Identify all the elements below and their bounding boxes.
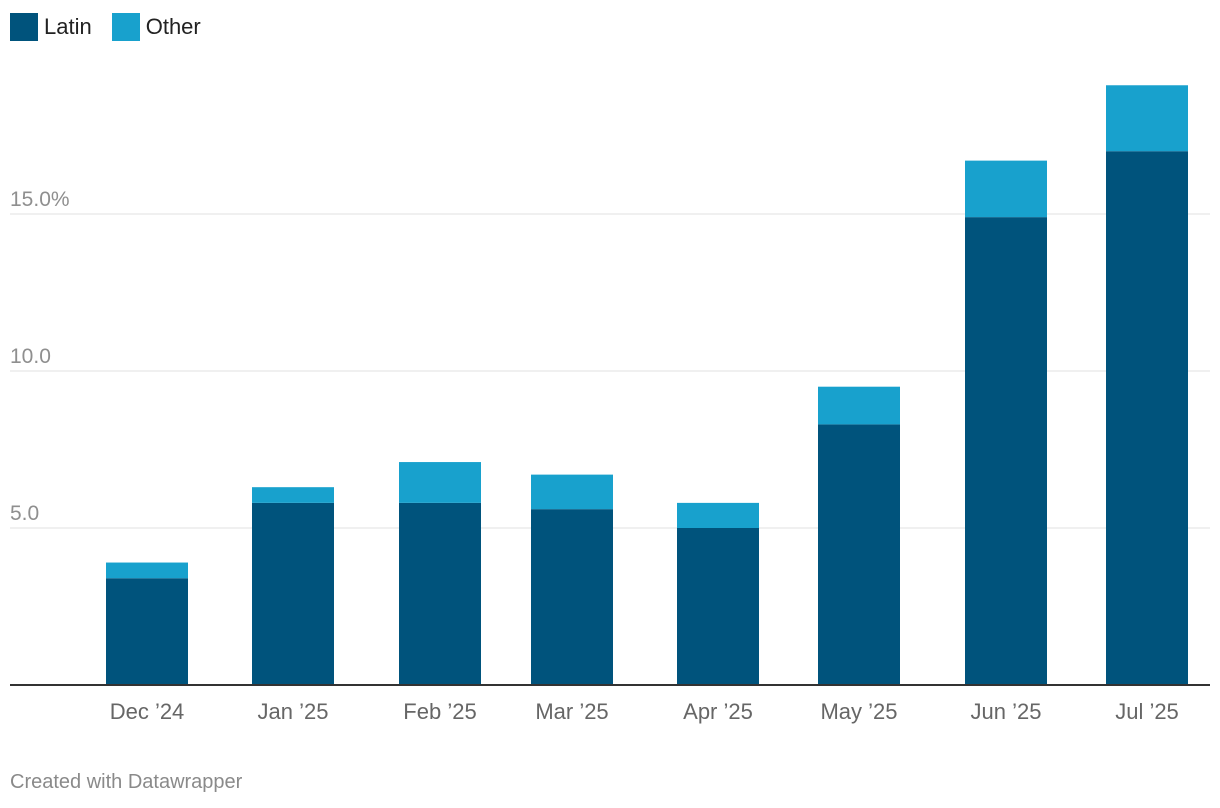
bar-latin-5: [818, 424, 900, 685]
legend-item-other: Other: [111, 13, 201, 41]
bar-latin-7: [1106, 151, 1188, 685]
bar-other-3: [531, 474, 613, 510]
bar-other-2: [399, 462, 481, 503]
axes: 5.0 10.0 15.0% Dec ’24 Jan ’25 Feb ’25 Mar ’25…: [10, 188, 1210, 724]
y-tick-label: 15.0%: [10, 188, 70, 211]
y-tick-label: 5.0: [10, 502, 39, 525]
legend-item-latin: Latin: [10, 13, 92, 41]
legend-swatch-latin: [10, 13, 38, 41]
bars: [106, 85, 1188, 685]
legend-swatch-other: [111, 13, 140, 41]
x-tick-label: May ’25: [820, 699, 897, 724]
legend-label-other: Other: [145, 14, 201, 39]
footer-credit: Created with Datawrapper: [10, 771, 243, 793]
legend-label-latin: Latin: [44, 14, 92, 39]
bar-other-7: [1106, 85, 1188, 152]
x-tick-label: Jul ’25: [1115, 699, 1179, 724]
bar-latin-1: [252, 502, 334, 685]
x-tick-label: Feb ’25: [403, 699, 476, 724]
bar-latin-4: [677, 528, 759, 685]
x-tick-label: Jan ’25: [258, 699, 329, 724]
y-tick-label: 10.0: [10, 345, 51, 368]
bar-latin-0: [106, 578, 188, 685]
x-tick-label: Mar ’25: [535, 699, 608, 724]
x-tick-label: Dec ’24: [110, 699, 185, 724]
bar-latin-2: [399, 502, 481, 685]
bar-latin-3: [531, 509, 613, 685]
bar-other-0: [106, 562, 188, 579]
bar-other-4: [677, 502, 759, 528]
bar-other-6: [965, 160, 1047, 218]
bar-other-1: [252, 487, 334, 503]
x-tick-label: Apr ’25: [683, 699, 753, 724]
x-tick-label: Jun ’25: [971, 699, 1042, 724]
bar-other-5: [818, 386, 900, 425]
bar-latin-6: [965, 217, 1047, 685]
legend: Latin Other: [10, 13, 221, 41]
